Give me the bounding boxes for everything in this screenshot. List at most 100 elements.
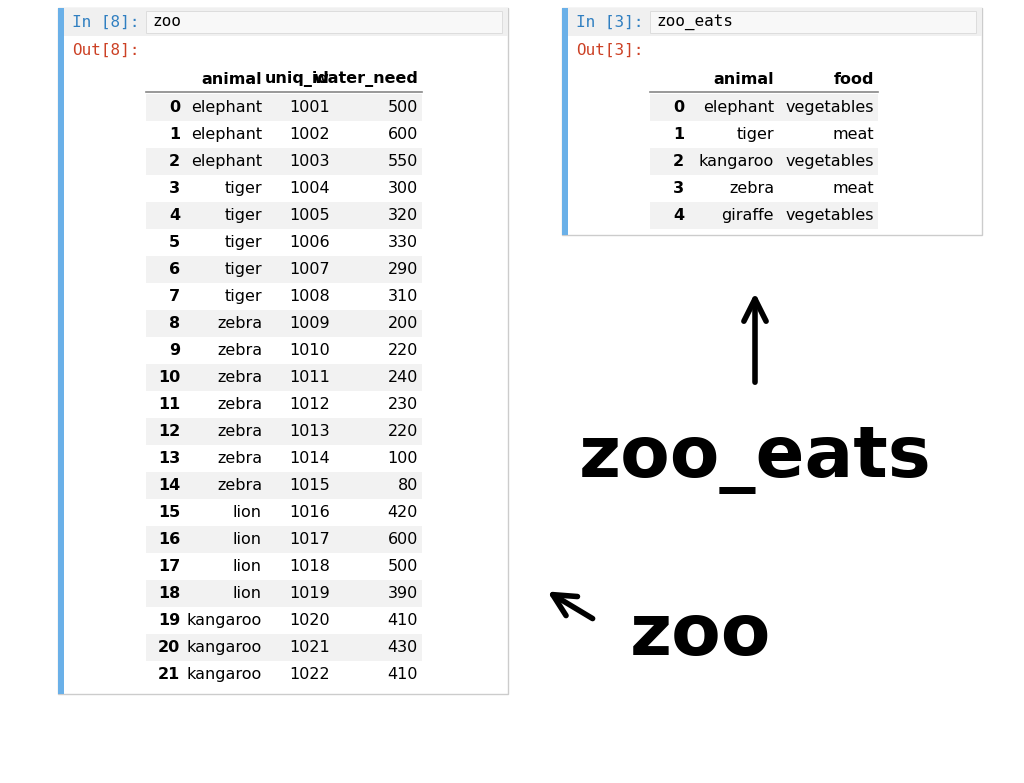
Bar: [146, 553, 422, 580]
Bar: [146, 94, 422, 121]
Text: 1003: 1003: [290, 154, 330, 169]
Bar: [146, 175, 422, 202]
Text: zebra: zebra: [217, 343, 262, 358]
Bar: [650, 121, 878, 148]
Text: 410: 410: [387, 667, 418, 682]
Text: Out[3]:: Out[3]:: [575, 42, 643, 57]
Bar: [562, 8, 568, 235]
Text: 0: 0: [673, 100, 684, 115]
Text: 2: 2: [169, 154, 180, 169]
Bar: [562, 8, 982, 235]
Text: 500: 500: [388, 100, 418, 115]
Text: zebra: zebra: [217, 478, 262, 493]
Bar: [146, 661, 422, 688]
Text: zebra: zebra: [217, 397, 262, 412]
Text: meat: meat: [833, 181, 874, 196]
Text: 7: 7: [169, 289, 180, 304]
Text: 1022: 1022: [290, 667, 330, 682]
Text: 1009: 1009: [290, 316, 330, 331]
Bar: [146, 256, 422, 283]
Bar: [650, 94, 878, 121]
Text: 6: 6: [169, 262, 180, 277]
Text: 500: 500: [388, 559, 418, 574]
Bar: [650, 202, 878, 229]
Text: 200: 200: [388, 316, 418, 331]
Bar: [63, 8, 508, 36]
Text: elephant: elephant: [190, 154, 262, 169]
Bar: [650, 11, 976, 33]
Text: tiger: tiger: [224, 262, 262, 277]
Text: meat: meat: [833, 127, 874, 142]
Text: 1005: 1005: [290, 208, 330, 223]
Text: 17: 17: [158, 559, 180, 574]
Text: 1018: 1018: [289, 559, 330, 574]
Text: Out[8]:: Out[8]:: [72, 42, 139, 57]
Text: water_need: water_need: [313, 71, 418, 87]
Text: 4: 4: [169, 208, 180, 223]
Text: kangaroo: kangaroo: [186, 613, 262, 628]
Bar: [146, 121, 422, 148]
Text: 9: 9: [169, 343, 180, 358]
Text: 240: 240: [388, 370, 418, 385]
Text: uniq_id: uniq_id: [265, 71, 330, 87]
Text: 1012: 1012: [289, 397, 330, 412]
Text: zoo: zoo: [630, 601, 771, 669]
Text: 420: 420: [388, 505, 418, 520]
Text: 290: 290: [388, 262, 418, 277]
Bar: [146, 607, 422, 634]
Bar: [650, 148, 878, 175]
Text: 12: 12: [158, 424, 180, 439]
Bar: [58, 8, 63, 694]
Text: lion: lion: [233, 505, 262, 520]
Text: 1011: 1011: [289, 370, 330, 385]
Text: kangaroo: kangaroo: [186, 667, 262, 682]
Text: zebra: zebra: [729, 181, 774, 196]
Bar: [146, 310, 422, 337]
Text: zebra: zebra: [217, 424, 262, 439]
Bar: [146, 148, 422, 175]
Text: 11: 11: [158, 397, 180, 412]
Text: 1021: 1021: [289, 640, 330, 655]
Text: 1002: 1002: [290, 127, 330, 142]
Bar: [146, 445, 422, 472]
Text: 10: 10: [158, 370, 180, 385]
Bar: [146, 526, 422, 553]
Text: zebra: zebra: [217, 316, 262, 331]
Text: 20: 20: [158, 640, 180, 655]
Text: zoo: zoo: [152, 15, 181, 30]
Text: vegetables: vegetables: [785, 154, 874, 169]
Text: kangaroo: kangaroo: [186, 640, 262, 655]
Text: zoo_eats: zoo_eats: [656, 14, 733, 30]
Text: 320: 320: [388, 208, 418, 223]
Bar: [650, 175, 878, 202]
Text: animal: animal: [714, 71, 774, 86]
Text: zebra: zebra: [217, 370, 262, 385]
Text: tiger: tiger: [224, 235, 262, 250]
Text: 220: 220: [388, 424, 418, 439]
Text: 1017: 1017: [289, 532, 330, 547]
Text: 1008: 1008: [289, 289, 330, 304]
Bar: [146, 229, 422, 256]
Text: 1006: 1006: [290, 235, 330, 250]
Text: 310: 310: [388, 289, 418, 304]
Text: 550: 550: [388, 154, 418, 169]
Text: 1016: 1016: [289, 505, 330, 520]
Text: 600: 600: [388, 127, 418, 142]
Text: 410: 410: [387, 613, 418, 628]
Bar: [58, 8, 508, 694]
Text: elephant: elephant: [190, 127, 262, 142]
Bar: [568, 8, 982, 36]
Bar: [146, 634, 422, 661]
Text: vegetables: vegetables: [785, 208, 874, 223]
Text: 1004: 1004: [290, 181, 330, 196]
Text: tiger: tiger: [224, 181, 262, 196]
Bar: [146, 499, 422, 526]
Text: 1: 1: [169, 127, 180, 142]
Text: 1001: 1001: [289, 100, 330, 115]
Text: 0: 0: [169, 100, 180, 115]
Text: 3: 3: [169, 181, 180, 196]
Text: lion: lion: [233, 532, 262, 547]
Text: 1010: 1010: [289, 343, 330, 358]
Text: 19: 19: [158, 613, 180, 628]
Text: 390: 390: [388, 586, 418, 601]
